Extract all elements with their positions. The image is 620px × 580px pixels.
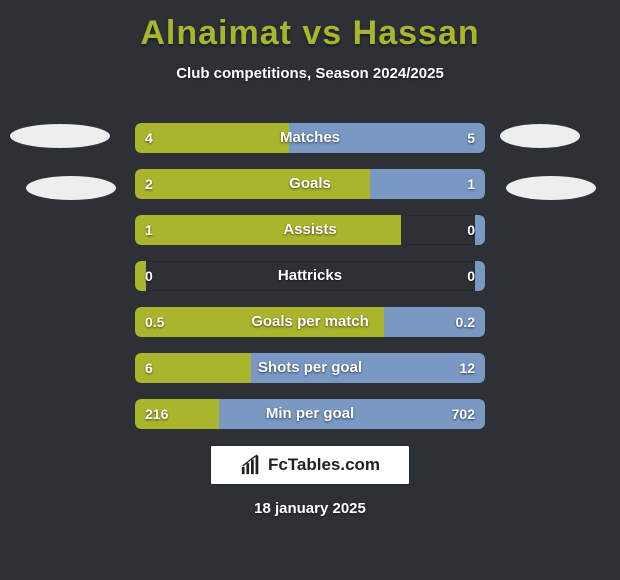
decorative-oval — [10, 124, 110, 148]
stat-row: 10Assists — [135, 215, 485, 245]
stat-row: 612Shots per goal — [135, 353, 485, 383]
decorative-oval — [500, 124, 580, 148]
date-text: 18 january 2025 — [0, 500, 620, 517]
subtitle: Club competitions, Season 2024/2025 — [0, 65, 620, 82]
decorative-oval — [506, 176, 596, 200]
stat-label: Min per goal — [135, 399, 485, 429]
fctables-logo[interactable]: FcTables.com — [210, 445, 410, 485]
title-player-right: Hassan — [353, 14, 480, 52]
logo-text: FcTables.com — [268, 455, 380, 475]
stat-row: 00Hattricks — [135, 261, 485, 291]
stat-label: Goals — [135, 169, 485, 199]
chart-icon — [240, 454, 262, 476]
stat-label: Hattricks — [135, 261, 485, 291]
title-vs: vs — [292, 14, 353, 52]
stat-label: Assists — [135, 215, 485, 245]
decorative-oval — [26, 176, 116, 200]
stat-row: 0.50.2Goals per match — [135, 307, 485, 337]
stat-row: 45Matches — [135, 123, 485, 153]
comparison-chart: 45Matches 21Goals 10Assists 00Hattricks 0.50… — [135, 123, 485, 445]
stat-label: Goals per match — [135, 307, 485, 337]
page-title: Alnaimat vs Hassan — [0, 0, 620, 53]
stat-label: Shots per goal — [135, 353, 485, 383]
title-player-left: Alnaimat — [140, 14, 292, 52]
stat-row: 216702Min per goal — [135, 399, 485, 429]
stat-label: Matches — [135, 123, 485, 153]
stat-row: 21Goals — [135, 169, 485, 199]
